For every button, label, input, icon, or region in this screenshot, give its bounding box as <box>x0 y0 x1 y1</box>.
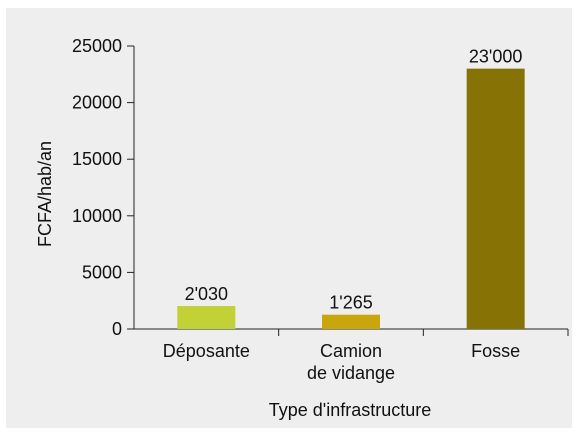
y-axis-label: FCFA/hab/an <box>35 141 55 247</box>
y-tick-label: 10000 <box>72 206 122 226</box>
x-tick-label: Fosse <box>471 341 520 361</box>
bar <box>466 68 525 329</box>
x-ticks: Déposante Camion de vidange Fosse <box>163 329 569 383</box>
bar-value-label: 23'000 <box>469 47 523 67</box>
bar-value-label: 2'030 <box>185 284 228 304</box>
y-tick-label: 5000 <box>82 262 122 282</box>
bar <box>322 314 380 329</box>
y-tick-label: 0 <box>112 319 122 339</box>
x-tick-label: Déposante <box>163 341 250 361</box>
bar <box>177 306 236 329</box>
bar-value-label: 1'265 <box>329 293 372 313</box>
y-tick-label: 20000 <box>72 93 122 113</box>
x-tick-label: Camion de vidange <box>307 341 395 383</box>
y-ticks: 0 5000 10000 15000 20000 25000 <box>72 36 134 339</box>
y-tick-label: 15000 <box>72 149 122 169</box>
y-tick-label: 25000 <box>72 36 122 56</box>
bars: 2'030 1'265 23'000 <box>177 47 525 329</box>
x-axis-label: Type d'infrastructure <box>269 400 432 420</box>
